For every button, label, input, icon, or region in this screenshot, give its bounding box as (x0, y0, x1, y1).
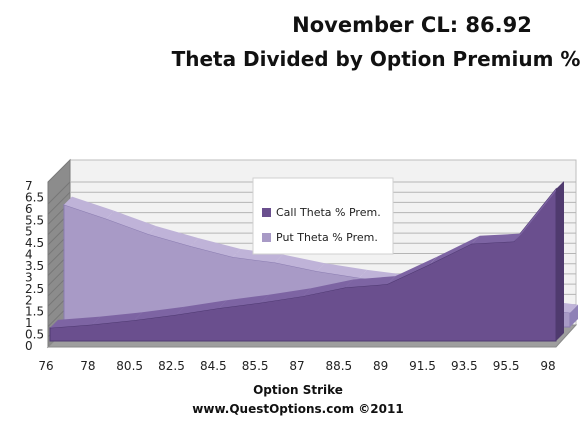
series-ridge (303, 279, 354, 297)
x-tick-label: 78 (80, 359, 95, 373)
x-tick-label: 91.5 (409, 359, 436, 373)
series-ridge (260, 288, 311, 303)
y-tick-label: 6.5 (25, 190, 44, 204)
y-tick-label: 0.5 (25, 328, 44, 342)
y-axis: 00.511.522.533.544.555.566.57 (25, 179, 44, 353)
series-ridge (218, 294, 269, 309)
series-area-call (49, 187, 557, 342)
series-ridge (513, 181, 564, 242)
series-ridge (50, 316, 101, 328)
y-tick-label: 4.5 (25, 236, 44, 250)
legend-box (252, 177, 394, 255)
x-tick-label: 82.5 (158, 359, 185, 373)
y-tick-label: 5 (25, 225, 33, 239)
x-tick-label: 84.5 (200, 359, 227, 373)
gridline-side (47, 191, 71, 215)
x-tick-label: 88.5 (325, 359, 352, 373)
x-tick-label: 80.5 (116, 359, 143, 373)
series-ridge (190, 238, 241, 258)
series-edge (556, 181, 564, 341)
x-tick-label: 93.5 (451, 359, 478, 373)
legend-label-call: Call Theta % Prem. (276, 206, 381, 219)
series-ridge (387, 256, 438, 285)
x-tick-label: 85.5 (242, 359, 269, 373)
series-ridge (317, 263, 368, 278)
plot-areas (49, 181, 578, 342)
y-tick-label: 7 (25, 179, 33, 193)
y-tick-label: 2 (25, 293, 33, 307)
series-edge (570, 304, 578, 327)
chart-subtitle: Theta Divided by Option Premium % (172, 47, 581, 71)
chart-title: November CL: 86.92 (292, 13, 532, 37)
gridline-side (47, 181, 71, 205)
series-ridge (471, 233, 522, 244)
series-ridge (345, 276, 396, 288)
series-ridge (92, 312, 143, 325)
credit-text: www.QuestOptions.com ©2011 (192, 402, 403, 416)
series-ridge (106, 210, 157, 235)
x-tick-label: 95.5 (493, 359, 520, 373)
y-tick-label: 5.5 (25, 213, 44, 227)
x-axis-title: Option Strike (253, 383, 343, 397)
y-tick-label: 6 (25, 202, 33, 216)
x-axis: 76 78 80.5 82.5 84.5 85.5 87 88.5 89 91.5 93.5 95.5… (38, 359, 555, 373)
y-tick-label: 4 (25, 248, 33, 262)
legend-swatch-put (262, 233, 271, 242)
y-tick-label: 3 (25, 270, 33, 284)
y-tick-label: 2.5 (25, 282, 44, 296)
series-ridge (148, 226, 199, 247)
x-tick-label: 89 (373, 359, 388, 373)
legend-label-put: Put Theta % Prem. (276, 231, 378, 244)
legend-swatch-call (262, 208, 271, 217)
y-tick-label: 3.5 (25, 259, 44, 273)
series-ridge (232, 249, 283, 263)
x-tick-label: 98 (540, 359, 555, 373)
y-tick-label: 1.5 (25, 305, 44, 319)
y-tick-label: 1 (25, 316, 33, 330)
x-tick-label: 87 (289, 359, 304, 373)
series-ridge (64, 196, 115, 219)
y-tick-label: 0 (25, 339, 33, 353)
x-tick-label: 76 (38, 359, 53, 373)
legend: Call Theta % Prem. Put Theta % Prem. (252, 177, 394, 255)
series-ridge (134, 306, 185, 321)
series-ridge (429, 235, 480, 265)
series-ridge (274, 254, 325, 272)
series-ridge (176, 300, 227, 315)
